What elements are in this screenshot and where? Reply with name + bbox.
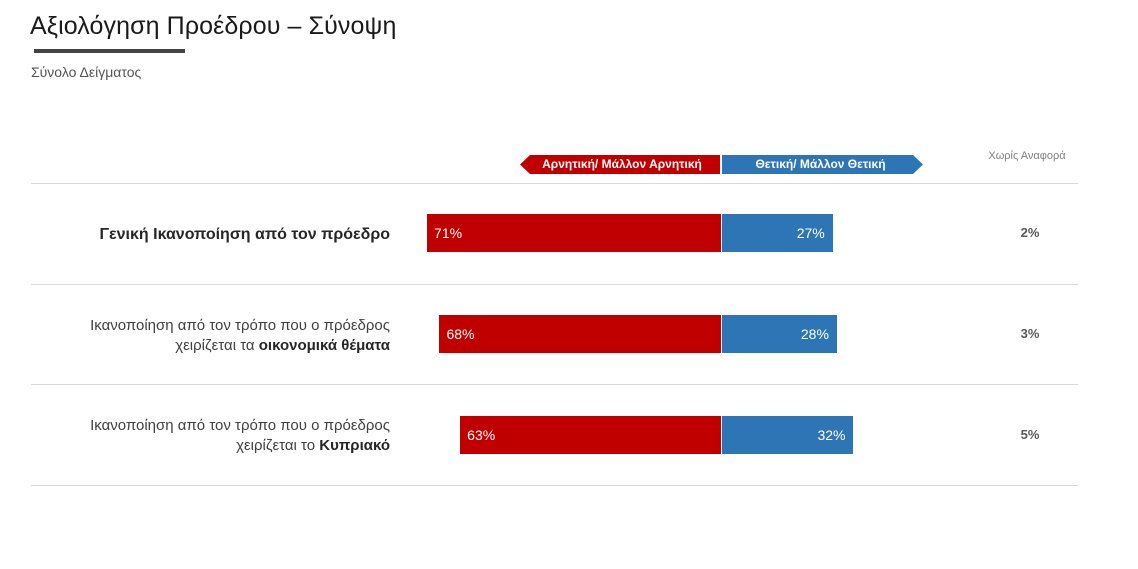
row-label-plain: χειρίζεται τα [175, 337, 259, 354]
row-label-economy: Ικανοποίηση από τον τρόπο που ο πρόεδρος… [10, 316, 390, 356]
bar-positive [721, 315, 837, 353]
legend-no-answer: Χωρίς Αναφορά [988, 150, 1066, 162]
row-label-plain: χειρίζεται το [236, 437, 320, 454]
bar-positive [721, 214, 833, 252]
chart-subtitle: Σύνολο Δείγματος [31, 64, 142, 80]
row-label-general-satisfaction: Γενική Ικανοποίηση από τον πρόεδρο [10, 225, 390, 245]
row-label-line1: Ικανοποίηση από τον τρόπο που ο πρόεδρος [90, 317, 390, 334]
divider-row-1 [31, 284, 1078, 285]
row-label-bold: Κυπριακό [319, 437, 390, 454]
row-label-bold: Γενική Ικανοποίηση από τον πρόεδρο [99, 226, 390, 243]
divider-row-2 [31, 384, 1078, 385]
bar-divider [721, 416, 722, 454]
value-negative: 63% [467, 427, 496, 443]
bar-negative [460, 416, 721, 454]
title-underline [34, 49, 185, 53]
value-no-answer: 5% [1020, 427, 1040, 442]
row-label-line1: Ικανοποίηση από τον τρόπο που ο πρόεδρος [90, 417, 390, 434]
row-label-line2: χειρίζεται τα οικονομικά θέματα [10, 336, 390, 356]
value-positive: 28% [800, 326, 829, 342]
value-no-answer: 3% [1020, 326, 1040, 341]
value-positive: 27% [796, 225, 825, 241]
legend-negative: Αρνητική/ Μάλλον Αρνητική [520, 155, 720, 174]
bar-divider [721, 315, 722, 353]
row-label-line2: χειρίζεται το Κυπριακό [10, 436, 390, 456]
legend-positive: Θετική/ Μάλλον Θετική [722, 155, 923, 174]
value-negative: 71% [434, 225, 463, 241]
row-label-cyprus: Ικανοποίηση από τον τρόπο που ο πρόεδρος… [10, 416, 390, 456]
bar-divider [721, 214, 722, 252]
bar-negative [439, 315, 721, 353]
row-label-bold: οικονομικά θέματα [258, 337, 390, 354]
divider-bottom [31, 485, 1078, 486]
value-positive: 32% [817, 427, 846, 443]
value-no-answer: 2% [1020, 225, 1040, 240]
bar-negative [427, 214, 721, 252]
bar-positive [721, 416, 854, 454]
value-negative: 68% [446, 326, 475, 342]
divider-top [31, 183, 1078, 184]
chart-title: Αξιολόγηση Προέδρου – Σύνοψη [30, 12, 397, 40]
